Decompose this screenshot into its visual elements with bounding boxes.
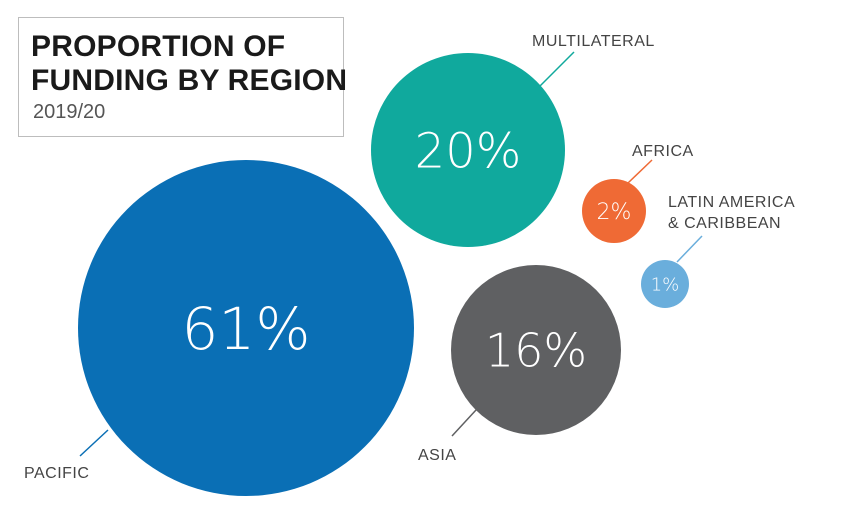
bubble-multilateral [371, 53, 565, 247]
value-label-multilateral: 20% [415, 123, 522, 179]
bubble-pacific [78, 160, 414, 496]
category-label-asia: ASIA [418, 447, 456, 464]
leader-line-asia [451, 409, 477, 437]
bubble-latin-america-and-caribbean [641, 260, 689, 308]
leader-line-latin-america-and-caribbean [676, 235, 703, 263]
category-label-africa: AFRICA [632, 143, 694, 160]
chart-title-box: PROPORTION OF FUNDING BY REGION 2019/20 [18, 17, 348, 137]
value-label-latin-america-and-caribbean: 1% [651, 274, 680, 295]
chart-title-line-2: FUNDING BY REGION [31, 64, 348, 97]
leader-line-pacific [79, 429, 109, 457]
leader-line-africa [627, 159, 653, 184]
chart-title-line-1: PROPORTION OF [31, 30, 286, 63]
value-label-pacific: 61% [182, 295, 311, 363]
value-label-africa: 2% [597, 200, 632, 225]
value-label-asia: 16% [485, 324, 587, 378]
bubble-africa [582, 179, 646, 243]
category-label-multilateral: MULTILATERAL [532, 33, 655, 50]
leader-line-multilateral [539, 51, 575, 87]
category-label-pacific: PACIFIC [24, 465, 89, 482]
bubble-asia [451, 265, 621, 435]
chart-subtitle: 2019/20 [33, 101, 106, 123]
category-label-latin-america-and-caribbean: LATIN AMERICA & CARIBBEAN [668, 194, 795, 232]
